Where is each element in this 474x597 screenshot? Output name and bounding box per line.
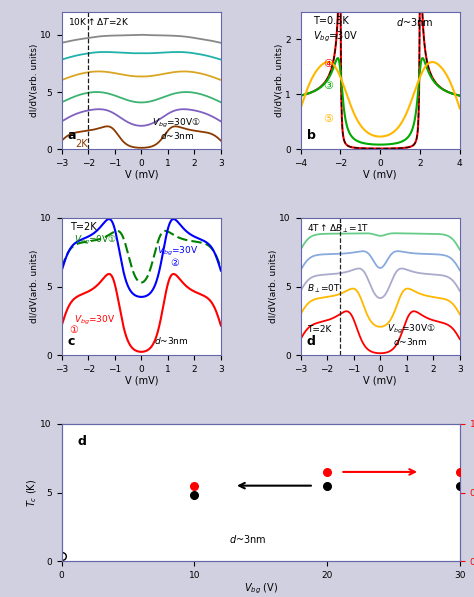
Text: T=2K: T=2K xyxy=(307,325,331,334)
Text: a: a xyxy=(68,130,76,143)
X-axis label: V (mV): V (mV) xyxy=(364,170,397,179)
Text: $d$~3nm: $d$~3nm xyxy=(393,336,428,347)
X-axis label: V (mV): V (mV) xyxy=(125,376,158,385)
Text: $V_{bg}$=30V①: $V_{bg}$=30V① xyxy=(153,117,201,130)
Text: ②: ② xyxy=(170,258,179,267)
Text: $V_{bg}$=30V: $V_{bg}$=30V xyxy=(313,30,358,44)
Text: $V_{bg}$=30V: $V_{bg}$=30V xyxy=(157,245,199,259)
X-axis label: V (mV): V (mV) xyxy=(364,376,397,385)
Text: $V_{bg}$=30V: $V_{bg}$=30V xyxy=(74,314,116,327)
Y-axis label: dI/dV(arb. units): dI/dV(arb. units) xyxy=(274,44,283,117)
Text: ③: ③ xyxy=(323,81,333,91)
Text: c: c xyxy=(68,336,75,348)
Text: 2K: 2K xyxy=(75,139,88,149)
Text: d: d xyxy=(78,435,86,448)
X-axis label: $V_{bg}$ (V): $V_{bg}$ (V) xyxy=(244,581,278,596)
Text: T=2K: T=2K xyxy=(70,222,96,232)
Text: $V_{bg}$=30V①: $V_{bg}$=30V① xyxy=(386,323,436,336)
Text: ⑤: ⑤ xyxy=(323,114,333,124)
Text: ①: ① xyxy=(70,325,78,335)
Text: 10K$\uparrow$$\Delta T$=2K: 10K$\uparrow$$\Delta T$=2K xyxy=(68,16,129,27)
Y-axis label: dI/dV(arb. units): dI/dV(arb. units) xyxy=(269,250,278,323)
Text: $B_\perp$=0T: $B_\perp$=0T xyxy=(307,282,341,295)
Text: T=0.5K: T=0.5K xyxy=(313,16,349,26)
Text: b: b xyxy=(307,130,316,143)
Text: ④: ④ xyxy=(323,59,333,69)
Y-axis label: dI/dV(arb. units): dI/dV(arb. units) xyxy=(30,44,39,117)
Text: $d$~3nm: $d$~3nm xyxy=(396,16,434,28)
X-axis label: V (mV): V (mV) xyxy=(125,170,158,179)
Text: $d$~3nm: $d$~3nm xyxy=(160,130,195,141)
Y-axis label: $T_c$ (K): $T_c$ (K) xyxy=(26,478,39,507)
Text: $d$~3nm: $d$~3nm xyxy=(229,533,266,544)
Text: $d$~3nm: $d$~3nm xyxy=(154,334,189,346)
Text: $V_{bg}$=0V①: $V_{bg}$=0V① xyxy=(74,235,118,248)
Text: 4T$\uparrow$$\Delta B_\perp$=1T: 4T$\uparrow$$\Delta B_\perp$=1T xyxy=(307,222,369,235)
Text: d: d xyxy=(307,336,316,348)
Y-axis label: dI/dV(arb. units): dI/dV(arb. units) xyxy=(30,250,39,323)
